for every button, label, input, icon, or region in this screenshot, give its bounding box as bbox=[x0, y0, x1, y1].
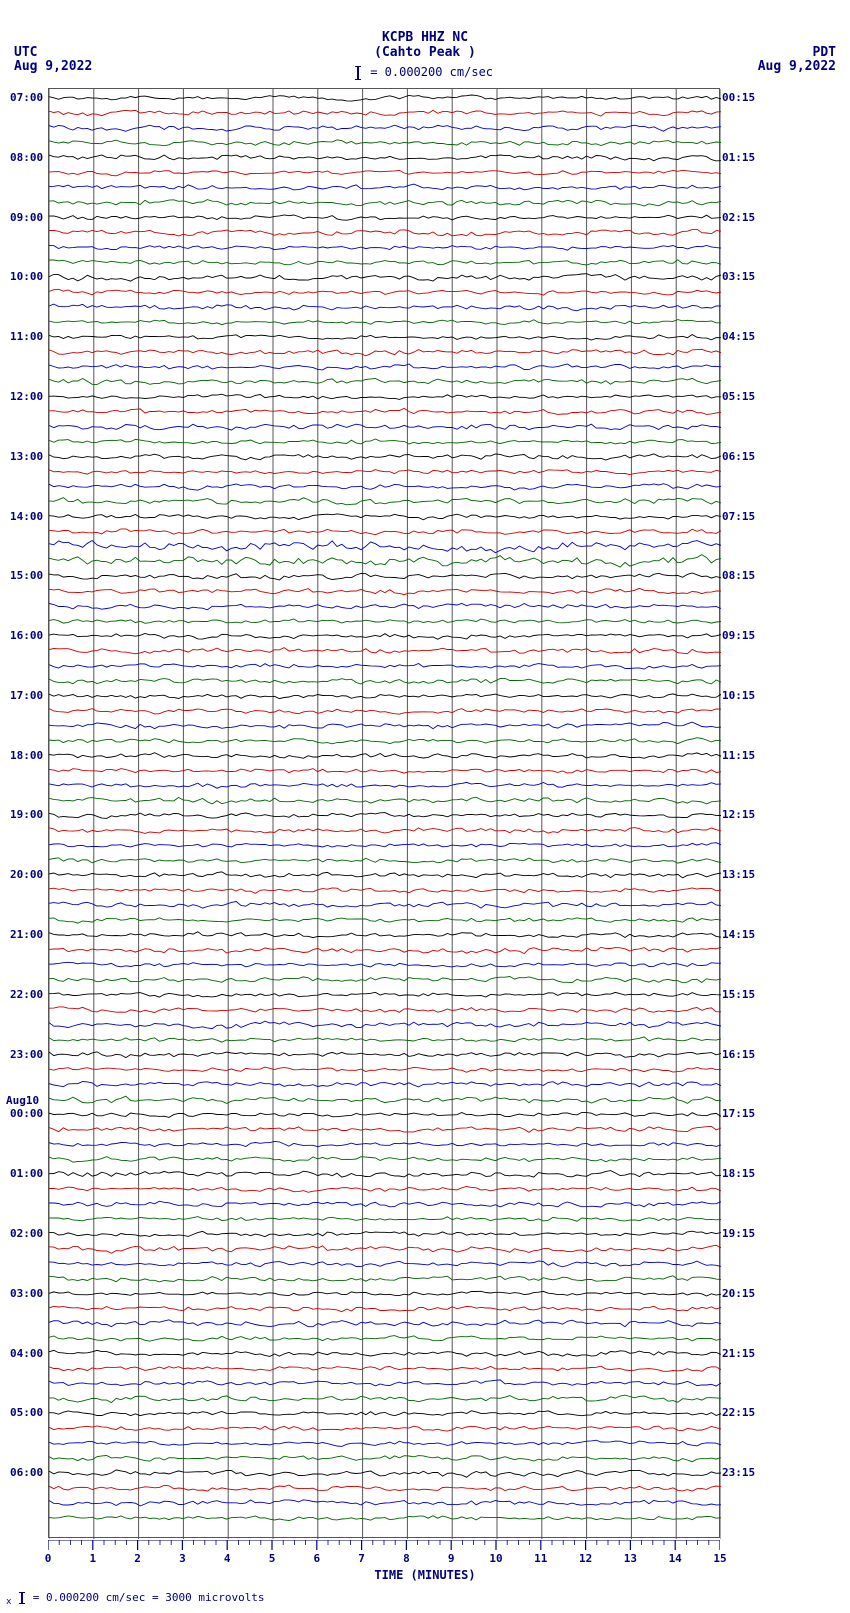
pdt-hour-label: 22:15 bbox=[722, 1406, 755, 1419]
utc-hour-label: 08:00 bbox=[10, 151, 43, 164]
utc-hour-label: 15:00 bbox=[10, 569, 43, 582]
utc-hour-label: 02:00 bbox=[10, 1227, 43, 1240]
pdt-hour-label: 21:15 bbox=[722, 1347, 755, 1360]
utc-hour-label: 21:00 bbox=[10, 928, 43, 941]
utc-hour-label: 09:00 bbox=[10, 211, 43, 224]
pdt-hour-label: 12:15 bbox=[722, 808, 755, 821]
pdt-hour-label: 00:15 bbox=[722, 91, 755, 104]
seismogram-plot bbox=[48, 88, 720, 1538]
x-tick-label: 12 bbox=[579, 1552, 592, 1565]
footer-subscript: x bbox=[6, 1596, 12, 1607]
footer-scale: x = 0.000200 cm/sec = 3000 microvolts bbox=[6, 1591, 265, 1607]
x-tick-label: 13 bbox=[624, 1552, 637, 1565]
utc-hour-label: 10:00 bbox=[10, 270, 43, 283]
x-tick-label: 11 bbox=[534, 1552, 547, 1565]
pdt-hour-label: 05:15 bbox=[722, 390, 755, 403]
timezone-right: PDT bbox=[813, 45, 836, 60]
seismogram-svg bbox=[49, 89, 721, 1539]
pdt-hour-label: 13:15 bbox=[722, 868, 755, 881]
x-axis-label: TIME (MINUTES) bbox=[0, 1568, 850, 1582]
x-tick-label: 0 bbox=[45, 1552, 52, 1565]
x-tick-label: 14 bbox=[669, 1552, 682, 1565]
pdt-hour-label: 20:15 bbox=[722, 1287, 755, 1300]
pdt-hour-label: 04:15 bbox=[722, 330, 755, 343]
utc-hour-label: 06:00 bbox=[10, 1466, 43, 1479]
pdt-hour-label: 08:15 bbox=[722, 569, 755, 582]
date-left: Aug 9,2022 bbox=[14, 59, 92, 74]
footer-text: = 0.000200 cm/sec = 3000 microvolts bbox=[33, 1591, 265, 1604]
utc-hour-label: 18:00 bbox=[10, 749, 43, 762]
x-tick-label: 4 bbox=[224, 1552, 231, 1565]
x-tick-label: 3 bbox=[179, 1552, 186, 1565]
pdt-hour-label: 09:15 bbox=[722, 629, 755, 642]
x-tick-label: 8 bbox=[403, 1552, 410, 1565]
x-tick-label: 10 bbox=[489, 1552, 502, 1565]
utc-hour-label: 07:00 bbox=[10, 91, 43, 104]
pdt-hour-label: 07:15 bbox=[722, 510, 755, 523]
x-tick-label: 2 bbox=[134, 1552, 141, 1565]
x-tick-label: 5 bbox=[269, 1552, 276, 1565]
x-axis-svg bbox=[48, 1540, 720, 1570]
pdt-hour-label: 15:15 bbox=[722, 988, 755, 1001]
pdt-hour-label: 23:15 bbox=[722, 1466, 755, 1479]
x-tick-label: 9 bbox=[448, 1552, 455, 1565]
utc-hour-label: 03:00 bbox=[10, 1287, 43, 1300]
utc-hour-label: 20:00 bbox=[10, 868, 43, 881]
pdt-hour-label: 06:15 bbox=[722, 450, 755, 463]
utc-hour-label: 11:00 bbox=[10, 330, 43, 343]
scale-bar-icon bbox=[357, 66, 359, 80]
location-subtitle: (Cahto Peak ) bbox=[0, 45, 850, 60]
x-tick-label: 7 bbox=[358, 1552, 365, 1565]
utc-hour-label: 13:00 bbox=[10, 450, 43, 463]
pdt-hour-label: 19:15 bbox=[722, 1227, 755, 1240]
utc-hour-label: 23:00 bbox=[10, 1048, 43, 1061]
pdt-hour-label: 16:15 bbox=[722, 1048, 755, 1061]
date-right: Aug 9,2022 bbox=[758, 59, 836, 74]
utc-hour-label: 01:00 bbox=[10, 1167, 43, 1180]
pdt-hour-label: 10:15 bbox=[722, 689, 755, 702]
utc-hour-label: 16:00 bbox=[10, 629, 43, 642]
utc-hour-label: 19:00 bbox=[10, 808, 43, 821]
utc-hour-label: 00:00 bbox=[10, 1107, 43, 1120]
pdt-hour-label: 14:15 bbox=[722, 928, 755, 941]
scale-text: = 0.000200 cm/sec bbox=[370, 65, 493, 79]
x-tick-label: 1 bbox=[89, 1552, 96, 1565]
timezone-left: UTC bbox=[14, 45, 37, 60]
utc-hour-label: 04:00 bbox=[10, 1347, 43, 1360]
pdt-hour-label: 03:15 bbox=[722, 270, 755, 283]
midnight-label: Aug10 bbox=[6, 1094, 39, 1107]
utc-hour-label: 05:00 bbox=[10, 1406, 43, 1419]
pdt-hour-label: 02:15 bbox=[722, 211, 755, 224]
utc-hour-label: 17:00 bbox=[10, 689, 43, 702]
pdt-hour-label: 18:15 bbox=[722, 1167, 755, 1180]
pdt-hour-label: 11:15 bbox=[722, 749, 755, 762]
x-tick-label: 6 bbox=[313, 1552, 320, 1565]
pdt-hour-label: 17:15 bbox=[722, 1107, 755, 1120]
x-tick-label: 15 bbox=[713, 1552, 726, 1565]
pdt-hour-label: 01:15 bbox=[722, 151, 755, 164]
station-title: KCPB HHZ NC bbox=[0, 30, 850, 45]
utc-hour-label: 12:00 bbox=[10, 390, 43, 403]
footer-bar-icon bbox=[21, 1592, 23, 1604]
utc-hour-label: 22:00 bbox=[10, 988, 43, 1001]
utc-hour-label: 14:00 bbox=[10, 510, 43, 523]
scale-indicator: = 0.000200 cm/sec bbox=[0, 65, 850, 80]
